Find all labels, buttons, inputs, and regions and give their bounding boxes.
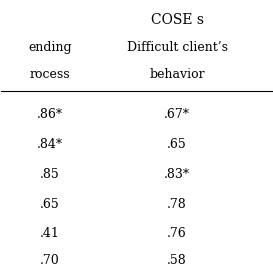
Text: .78: .78 (167, 198, 187, 210)
Text: .76: .76 (167, 227, 187, 240)
Text: .86*: .86* (37, 108, 63, 121)
Text: Difficult client’s: Difficult client’s (126, 41, 227, 54)
Text: ending: ending (28, 41, 72, 54)
Text: .65: .65 (40, 198, 60, 210)
Text: .65: .65 (167, 138, 187, 151)
Text: .83*: .83* (164, 168, 190, 181)
Text: .70: .70 (40, 254, 60, 267)
Text: behavior: behavior (149, 68, 205, 81)
Text: COSE s: COSE s (150, 13, 204, 27)
Text: rocess: rocess (30, 68, 70, 81)
Text: .67*: .67* (164, 108, 190, 121)
Text: .41: .41 (40, 227, 60, 240)
Text: .58: .58 (167, 254, 187, 267)
Text: .84*: .84* (37, 138, 63, 151)
Text: .85: .85 (40, 168, 60, 181)
